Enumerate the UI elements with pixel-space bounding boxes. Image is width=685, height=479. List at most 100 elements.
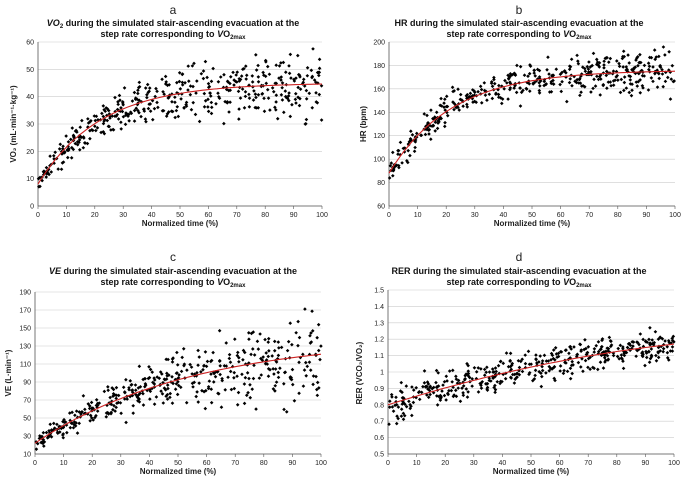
data-point-c-380: [170, 374, 174, 379]
y-tick-label-a-3: 30: [26, 122, 34, 129]
data-point-d-422: [447, 369, 452, 373]
data-point-a-268: [209, 79, 214, 84]
data-point-d-239: [581, 369, 585, 374]
data-point-c-179: [164, 377, 169, 381]
data-point-a-392: [243, 94, 248, 99]
data-point-a-425: [216, 91, 220, 96]
data-point-a-324: [47, 172, 51, 177]
data-point-a-198: [203, 59, 208, 64]
data-point-c-411: [256, 347, 261, 351]
data-point-c-140: [272, 339, 277, 344]
y-tick-label-b-1: 80: [377, 180, 385, 187]
data-point-d-392: [498, 359, 503, 364]
data-point-a-156: [218, 75, 223, 79]
data-point-a-440: [280, 81, 285, 85]
data-point-b-328: [641, 86, 645, 90]
data-point-b-48: [505, 81, 509, 85]
data-point-d-51: [427, 388, 432, 393]
data-point-d-321: [570, 359, 574, 364]
data-point-b-184: [624, 68, 629, 72]
data-point-d-433: [575, 353, 579, 357]
data-point-d-374: [421, 384, 425, 389]
data-point-d-382: [600, 352, 605, 357]
data-point-a-98: [201, 69, 206, 73]
data-point-d-319: [409, 404, 413, 409]
data-point-c-294: [152, 382, 157, 386]
data-point-d-407: [553, 357, 557, 362]
data-point-a-376: [135, 97, 140, 102]
data-point-d-268: [523, 361, 528, 366]
data-point-a-24: [176, 114, 181, 119]
data-point-b-218: [654, 55, 659, 59]
data-point-c-355: [260, 358, 265, 363]
data-point-b-428: [398, 140, 403, 145]
data-point-a-431: [120, 100, 125, 104]
data-point-b-313: [476, 89, 480, 94]
data-point-c-441: [41, 430, 46, 435]
data-point-b-221: [499, 101, 504, 106]
data-point-d-444: [644, 349, 648, 354]
data-point-a-79: [100, 111, 104, 116]
data-point-a-316: [92, 114, 97, 118]
data-point-a-176: [265, 64, 270, 69]
data-point-c-79: [314, 387, 319, 392]
data-point-a-365: [77, 138, 82, 142]
data-point-d-183: [544, 359, 549, 363]
data-point-d-381: [509, 376, 514, 380]
data-point-c-382: [252, 353, 257, 357]
y-tick-label-d-1: 0.6: [374, 435, 384, 442]
data-point-b-309: [454, 105, 458, 110]
data-point-a-354: [73, 141, 78, 146]
data-point-c-8: [178, 385, 183, 390]
data-point-c-378: [249, 331, 254, 336]
data-point-c-44: [106, 388, 110, 393]
data-point-d-447: [651, 341, 655, 346]
data-point-c-412: [157, 376, 162, 381]
data-point-a-274: [101, 121, 106, 126]
data-point-c-422: [166, 357, 170, 362]
data-point-a-421: [314, 100, 319, 104]
data-point-c-385: [296, 319, 300, 324]
data-point-d-120: [558, 364, 563, 368]
data-point-b-410: [588, 65, 593, 69]
data-point-b-384: [558, 82, 562, 87]
x-tick-label-c-4: 40: [146, 460, 154, 467]
data-point-b-270: [618, 90, 623, 95]
data-point-a-13: [274, 100, 278, 104]
data-point-c-254: [166, 386, 170, 391]
data-point-a-187: [238, 77, 243, 82]
data-point-b-224: [614, 59, 619, 63]
data-point-d-310: [603, 360, 607, 364]
data-point-c-207: [58, 430, 62, 434]
x-tick-label-b-7: 70: [585, 212, 593, 219]
data-point-a-243: [123, 122, 128, 127]
data-point-b-242: [576, 59, 580, 63]
data-point-c-285: [245, 371, 250, 375]
data-point-a-368: [256, 92, 261, 97]
data-point-a-446: [202, 91, 207, 96]
data-point-d-276: [621, 346, 625, 351]
y-tick-label-d-0: 0.5: [374, 452, 384, 459]
data-point-d-401: [671, 334, 676, 339]
data-point-a-248: [163, 74, 168, 79]
data-point-a-190: [301, 80, 306, 85]
data-point-c-311: [266, 374, 271, 379]
data-point-d-363: [631, 340, 636, 344]
y-tick-label-b-2: 100: [373, 157, 385, 164]
data-point-b-448: [506, 77, 511, 81]
data-point-c-122: [257, 376, 262, 380]
data-point-b-356: [443, 120, 447, 125]
data-point-b-225: [438, 103, 442, 108]
data-point-b-20: [471, 100, 475, 104]
data-point-b-300: [608, 80, 613, 84]
data-point-b-24: [442, 105, 446, 109]
y-tick-label-d-8: 1.3: [374, 320, 384, 327]
data-point-d-272: [611, 353, 616, 358]
data-point-a-280: [148, 109, 153, 113]
data-point-c-32: [109, 410, 113, 415]
data-point-d-257: [622, 351, 627, 355]
data-point-b-362: [406, 148, 411, 153]
data-point-c-36: [217, 328, 222, 333]
x-tick-label-a-1: 10: [63, 212, 71, 219]
